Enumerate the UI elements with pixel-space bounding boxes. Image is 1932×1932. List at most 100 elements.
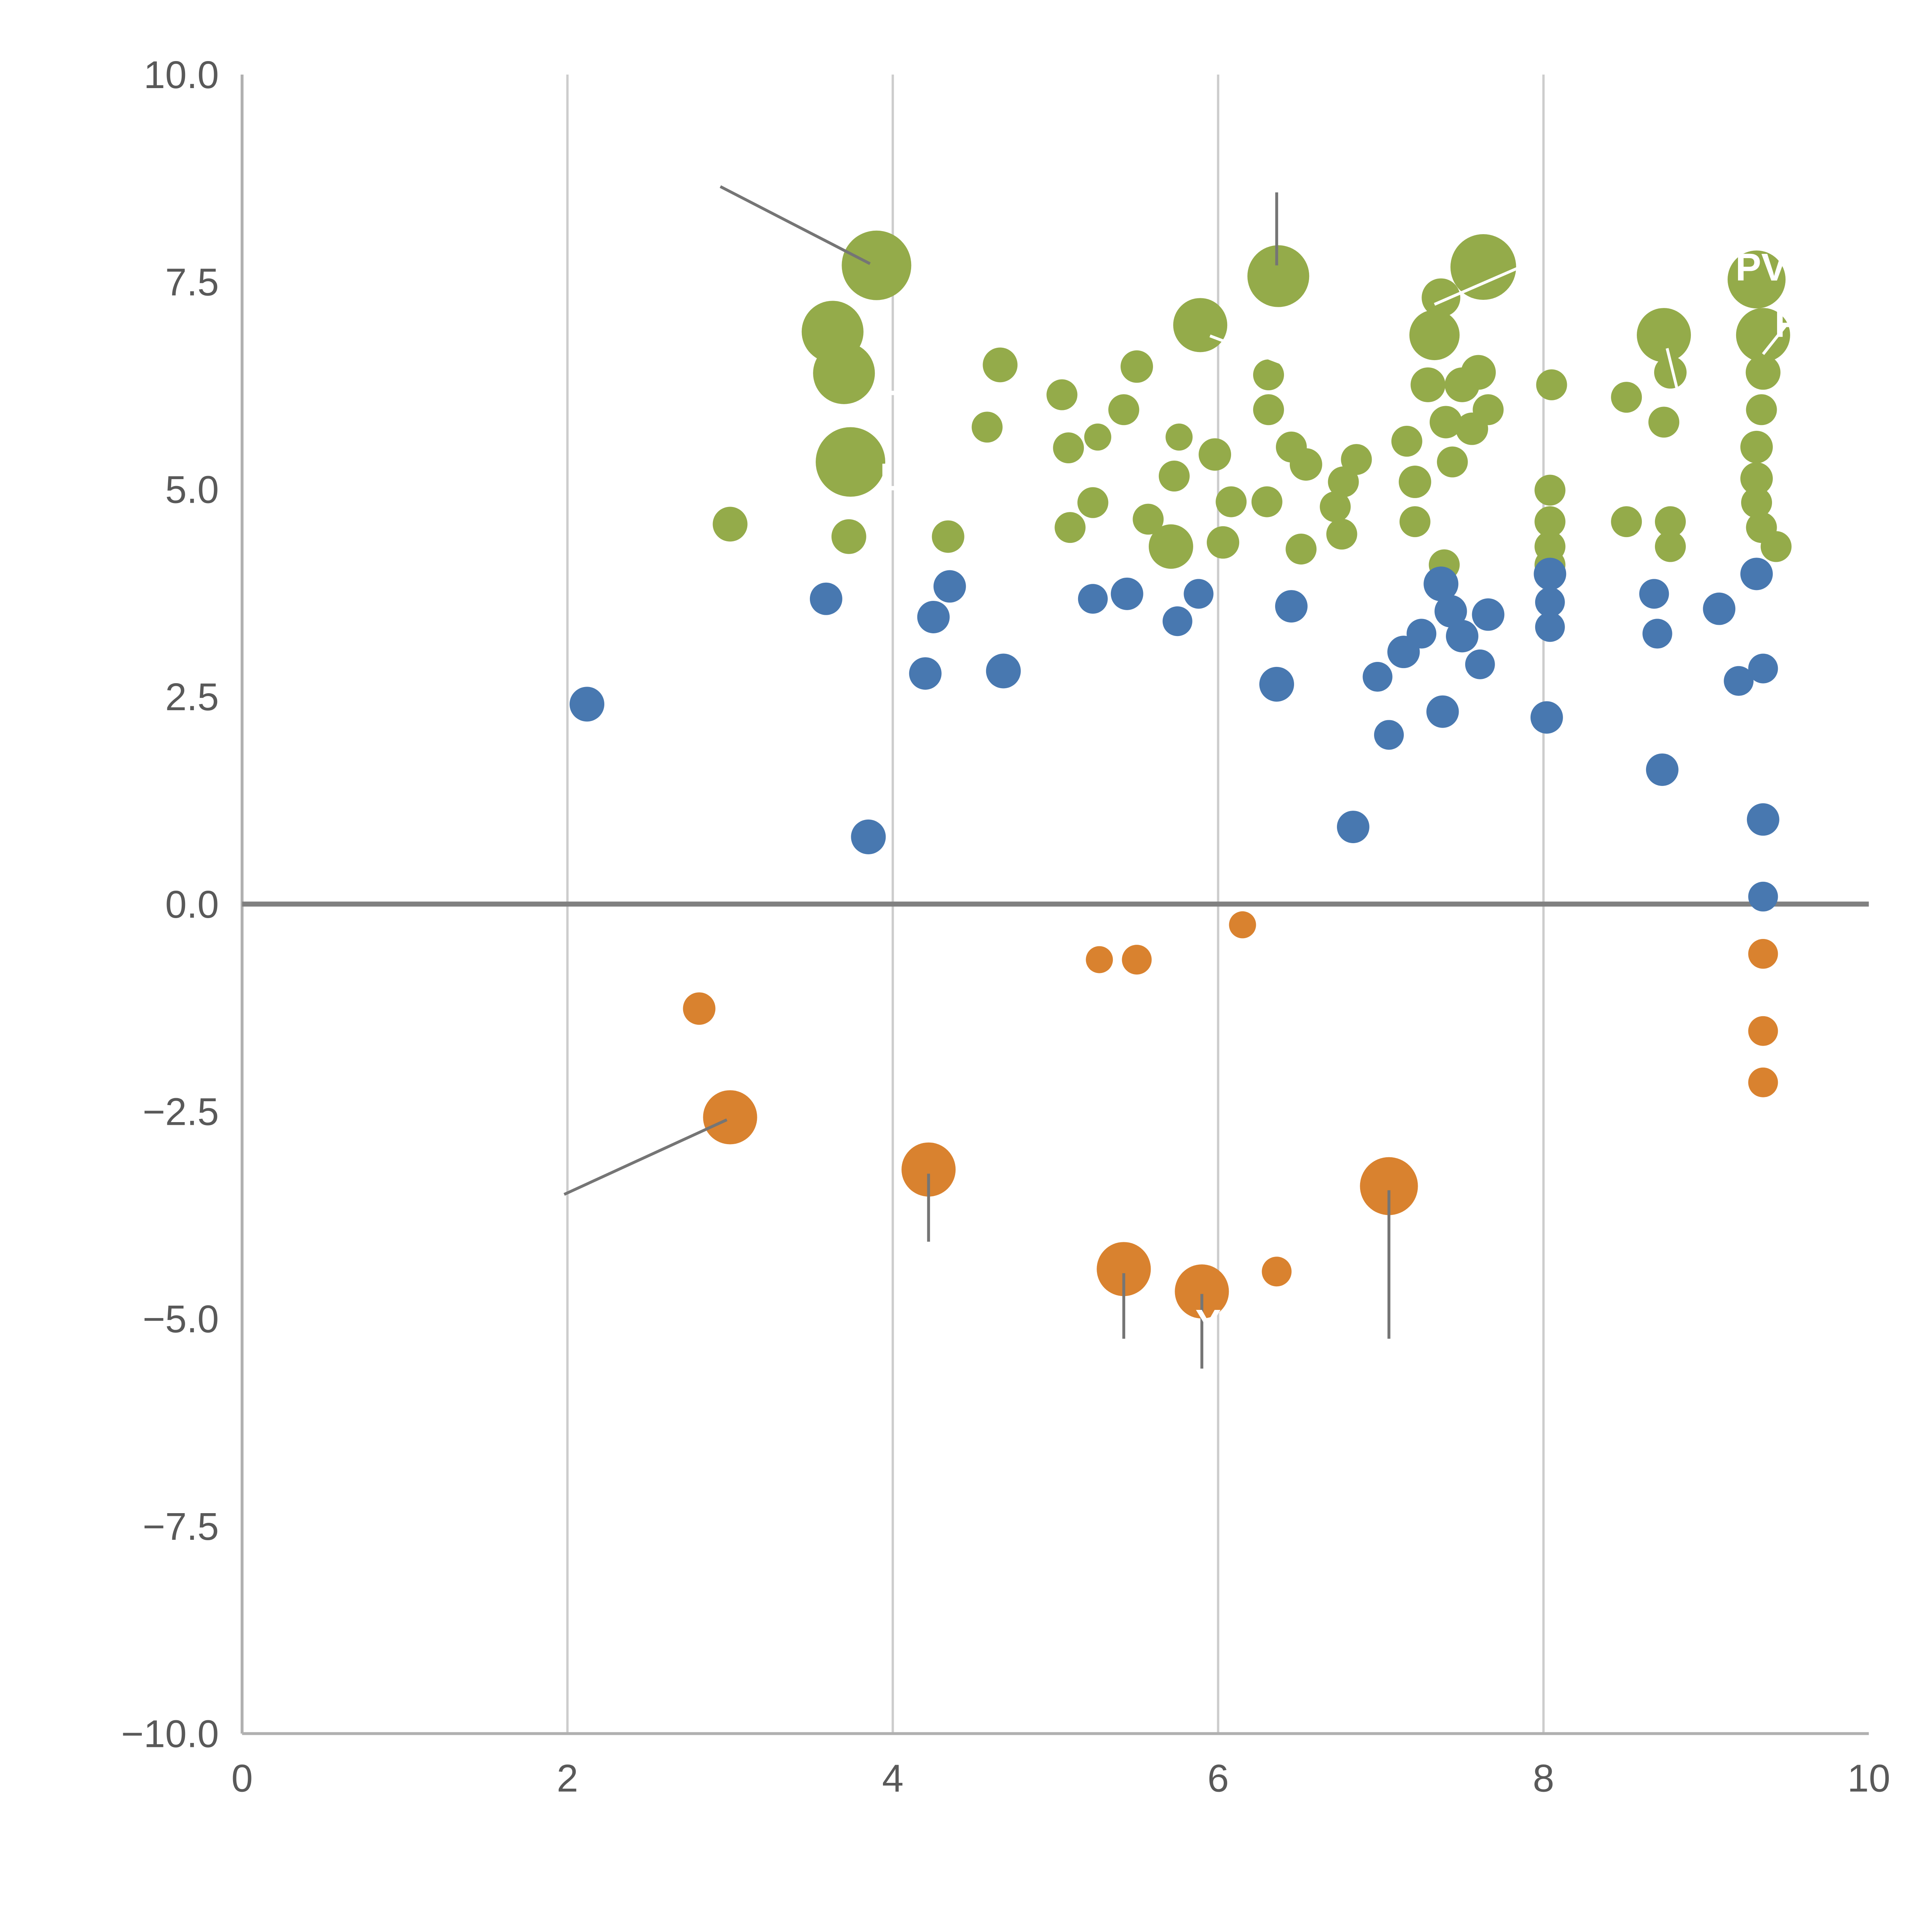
blue-group-data-point <box>1362 662 1393 692</box>
x-tick-label: 4 <box>882 1757 904 1800</box>
green-group-data-point <box>1326 519 1357 550</box>
y-tick-label: 7.5 <box>165 261 219 304</box>
green-group-data-point <box>1740 430 1773 463</box>
green-group-data-point <box>1450 234 1516 300</box>
green-group-data-point <box>1648 406 1680 438</box>
orange-group-data-point <box>1748 1067 1778 1097</box>
blue-group-data-point <box>1406 619 1437 649</box>
y-tick-label: 10.0 <box>144 53 219 97</box>
green-group-data-point <box>1728 250 1786 309</box>
blue-group-data-point <box>1374 720 1404 750</box>
green-group-data-point <box>1746 394 1777 425</box>
green-group-data-point <box>1148 524 1193 569</box>
orange-group-data-point <box>683 992 716 1025</box>
green-group-data-point <box>1536 369 1567 400</box>
blue-group-data-point <box>1724 666 1754 696</box>
blue-group-data-point <box>1426 695 1459 728</box>
green-group-data-point <box>1053 432 1084 464</box>
x-tick-label: 10 <box>1847 1757 1890 1800</box>
green-group-data-point <box>983 347 1018 383</box>
green-group-data-point <box>1534 506 1566 537</box>
blue-group-data-point <box>1446 620 1478 653</box>
bubble-label: GR <box>1661 460 1719 503</box>
green-group-data-point <box>1207 526 1240 559</box>
orange-group-data-point <box>1229 911 1256 939</box>
blue-group-data-point <box>1434 595 1467 628</box>
green-group-data-point <box>1760 531 1792 562</box>
green-group-data-point <box>1741 487 1772 518</box>
orange-group-data-point <box>1262 1257 1292 1287</box>
green-group-data-point <box>1216 486 1247 517</box>
green-group-data-point <box>932 520 964 553</box>
blue-group-data-point <box>1184 579 1214 609</box>
blue-group-data-point <box>933 570 966 603</box>
blue-group-data-point <box>1465 649 1495 679</box>
bubble-label: L <box>880 360 903 403</box>
orange-group-data-point <box>1360 1157 1418 1215</box>
x-tick-label: 6 <box>1208 1757 1229 1800</box>
green-group-data-point <box>1736 308 1790 362</box>
green-group-data-point <box>1341 444 1372 475</box>
green-group-data-point <box>1655 531 1686 562</box>
green-group-data-point <box>1253 359 1284 391</box>
green-group-data-point <box>1740 462 1773 495</box>
blue-group-data-point <box>1747 803 1779 836</box>
y-tick-label: −7.5 <box>143 1505 219 1548</box>
x-tick-label: 8 <box>1533 1757 1554 1800</box>
green-group-data-point <box>1253 394 1284 425</box>
green-group-data-point <box>1461 355 1496 390</box>
y-tick-label: −5.0 <box>143 1298 219 1341</box>
green-group-data-point <box>1437 446 1468 478</box>
green-group-data-point <box>1422 278 1461 317</box>
green-group-data-point <box>842 230 912 300</box>
green-group-data-point <box>1108 394 1139 425</box>
green-group-data-point <box>1534 474 1566 506</box>
green-group-data-point <box>1654 356 1687 389</box>
x-tick-label: 0 <box>231 1757 253 1800</box>
green-group-data-point <box>1398 466 1431 498</box>
green-group-data-point <box>1410 367 1446 402</box>
orange-group-data-point <box>1122 945 1152 975</box>
orange-group-data-point <box>703 1090 757 1145</box>
green-group-data-point <box>1199 438 1231 471</box>
blue-group-data-point <box>851 819 886 854</box>
bubble-label: FL <box>1774 302 1821 345</box>
orange-group-data-point <box>901 1142 956 1197</box>
orange-group-data-point <box>1097 1242 1151 1296</box>
green-group-data-point <box>1328 466 1359 498</box>
bubble-label: C <box>1286 356 1314 400</box>
green-group-data-point <box>1286 533 1317 565</box>
bubble-label: Y <box>1196 1302 1221 1345</box>
green-group-data-point <box>1289 448 1322 481</box>
y-tick-label: 2.5 <box>165 675 219 719</box>
green-group-data-point <box>831 519 866 554</box>
blue-group-data-point <box>1639 579 1669 609</box>
green-group-data-point <box>1173 298 1228 352</box>
green-group-data-point <box>1409 310 1460 361</box>
blue-group-data-point <box>1535 612 1565 642</box>
blue-group-data-point <box>1740 558 1773 590</box>
green-group-data-point <box>1473 394 1504 425</box>
green-group-data-point <box>1429 406 1462 439</box>
annotation-leader-line <box>719 185 871 265</box>
green-group-data-point <box>1054 512 1086 543</box>
blue-group-data-point <box>1535 587 1565 617</box>
blue-group-data-point <box>1530 701 1563 734</box>
bubble-label: PV <box>1735 246 1787 289</box>
blue-group-data-point <box>810 582 842 615</box>
blue-group-data-point <box>909 657 942 690</box>
blue-group-data-point <box>1111 577 1143 610</box>
annotation-leader-line <box>563 1118 728 1196</box>
green-group-data-point <box>1655 506 1686 537</box>
green-group-data-point <box>1611 382 1642 413</box>
green-group-data-point <box>1251 486 1282 517</box>
blue-group-data-point <box>1472 598 1505 631</box>
green-group-data-point <box>1133 503 1164 535</box>
green-group-data-point <box>1084 423 1111 451</box>
green-group-data-point <box>1046 379 1078 410</box>
blue-group-data-point <box>917 600 950 633</box>
green-group-data-point <box>813 342 875 404</box>
green-group-data-point <box>1121 350 1153 383</box>
green-group-data-point <box>1158 461 1190 492</box>
orange-group-data-point <box>1748 1016 1778 1046</box>
